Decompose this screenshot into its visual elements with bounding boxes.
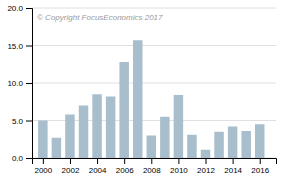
x-tick-label: 2014: [224, 166, 242, 175]
x-tick: 2000: [34, 158, 52, 175]
x-tick-mark: [43, 158, 44, 164]
x-tick-mark: [206, 158, 207, 164]
y-axis-line: [26, 9, 33, 159]
bar: [65, 115, 74, 159]
y-tick-label: 5.0: [12, 117, 24, 126]
x-tick-mark: [70, 158, 71, 164]
x-tick-mark: [97, 158, 98, 164]
bars: [38, 40, 264, 158]
y-tick-mark: [26, 83, 32, 84]
watermark: © Copyright FocusEconomics 2017: [37, 13, 163, 22]
bar: [92, 94, 101, 158]
bar: [119, 62, 128, 158]
x-tick: 2008: [143, 158, 161, 175]
y-axis: 0.0 5.0 10.0 15.0 20.0: [7, 4, 32, 163]
x-tick-label: 2012: [197, 166, 215, 175]
grid: [32, 8, 276, 158]
x-tick: 2006: [116, 158, 134, 175]
y-tick: 5.0: [12, 117, 32, 126]
x-tick: 2010: [170, 158, 188, 175]
x-tick: 2004: [89, 158, 107, 175]
grid-line: [32, 8, 276, 9]
y-tick-mark: [26, 158, 32, 159]
x-tick: 2002: [62, 158, 80, 175]
x-tick-label: 2002: [62, 166, 80, 175]
x-tick-mark: [233, 158, 234, 164]
bar: [228, 127, 237, 159]
x-tick-label: 2016: [251, 166, 269, 175]
y-tick-mark: [26, 8, 32, 9]
x-tick-mark: [124, 158, 125, 164]
bar: [201, 150, 210, 158]
x-axis: 2000 2002 2004 2006 2008 2010 2012 2014 2016: [33, 158, 277, 175]
x-tick-label: 2000: [34, 166, 52, 175]
bar: [133, 40, 142, 158]
y-tick: 0.0: [12, 154, 32, 163]
x-tick: 2012: [197, 158, 215, 175]
y-tick-label: 10.0: [7, 79, 23, 88]
bar: [214, 132, 223, 158]
plot: 2000 2002 2004 2006 2008 2010 2012 2014 2016 0.0 5…: [7, 4, 276, 175]
bar: [160, 117, 169, 158]
grid-line: [32, 45, 276, 46]
bar: [52, 138, 61, 158]
x-tick-mark: [260, 158, 261, 164]
x-tick: 2014: [224, 158, 242, 175]
x-tick-mark: [151, 158, 152, 164]
grid-line: [32, 83, 276, 84]
y-tick-mark: [26, 121, 32, 122]
x-axis-line: [33, 159, 277, 165]
x-tick-label: 2006: [116, 166, 134, 175]
bar: [79, 106, 88, 159]
x-tick: 2016: [251, 158, 269, 175]
bar: [255, 124, 264, 158]
y-tick: 20.0: [7, 4, 32, 13]
chart: 2000 2002 2004 2006 2008 2010 2012 2014 2016 0.0 5…: [0, 0, 286, 176]
x-tick-label: 2004: [89, 166, 107, 175]
x-tick-label: 2008: [143, 166, 161, 175]
y-tick: 15.0: [7, 42, 32, 51]
bar: [187, 135, 196, 158]
y-tick-label: 0.0: [12, 154, 24, 163]
y-tick-mark: [26, 46, 32, 47]
bar: [106, 97, 115, 159]
y-tick-label: 20.0: [7, 4, 23, 13]
bar: [147, 136, 156, 159]
x-tick-label: 2010: [170, 166, 188, 175]
y-tick-label: 15.0: [7, 42, 23, 51]
bar: [241, 131, 250, 158]
bar: [38, 121, 47, 159]
x-tick-mark: [178, 158, 179, 164]
y-tick: 10.0: [7, 79, 32, 88]
bar: [174, 95, 183, 158]
